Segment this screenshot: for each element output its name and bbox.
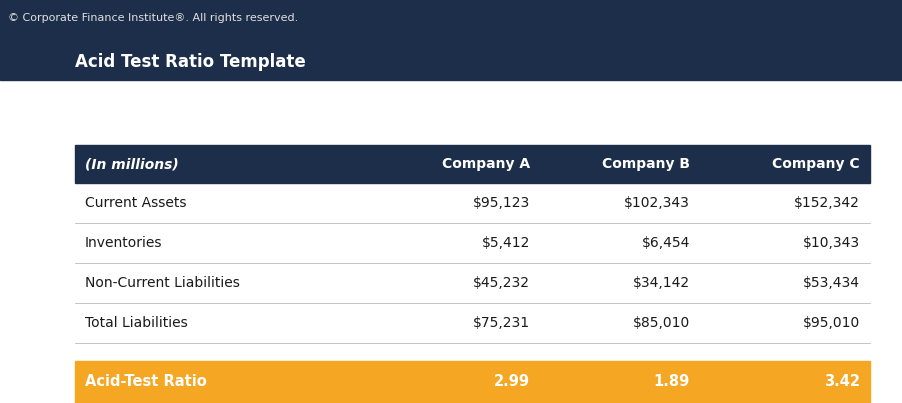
Text: Acid-Test Ratio: Acid-Test Ratio [85, 374, 207, 390]
Text: © Corporate Finance Institute®. All rights reserved.: © Corporate Finance Institute®. All righ… [8, 13, 298, 23]
Text: $53,434: $53,434 [802, 276, 859, 290]
Text: Inventories: Inventories [85, 236, 162, 250]
Text: $10,343: $10,343 [802, 236, 859, 250]
Text: 1.89: 1.89 [653, 374, 689, 390]
Text: Non-Current Liabilities: Non-Current Liabilities [85, 276, 240, 290]
Text: $6,454: $6,454 [641, 236, 689, 250]
Text: $95,123: $95,123 [473, 196, 529, 210]
Text: Current Assets: Current Assets [85, 196, 187, 210]
Text: $45,232: $45,232 [473, 276, 529, 290]
Text: $5,412: $5,412 [481, 236, 529, 250]
Text: $75,231: $75,231 [473, 316, 529, 330]
Text: Acid Test Ratio Template: Acid Test Ratio Template [75, 53, 306, 71]
Text: $152,342: $152,342 [793, 196, 859, 210]
Text: Company A: Company A [441, 157, 529, 171]
Text: $34,142: $34,142 [632, 276, 689, 290]
Text: Company B: Company B [602, 157, 689, 171]
Text: Company C: Company C [771, 157, 859, 171]
Text: (In millions): (In millions) [85, 157, 179, 171]
Text: $95,010: $95,010 [802, 316, 859, 330]
Text: 3.42: 3.42 [824, 374, 859, 390]
Text: $85,010: $85,010 [632, 316, 689, 330]
Text: $102,343: $102,343 [623, 196, 689, 210]
Text: Total Liabilities: Total Liabilities [85, 316, 188, 330]
Text: 2.99: 2.99 [493, 374, 529, 390]
